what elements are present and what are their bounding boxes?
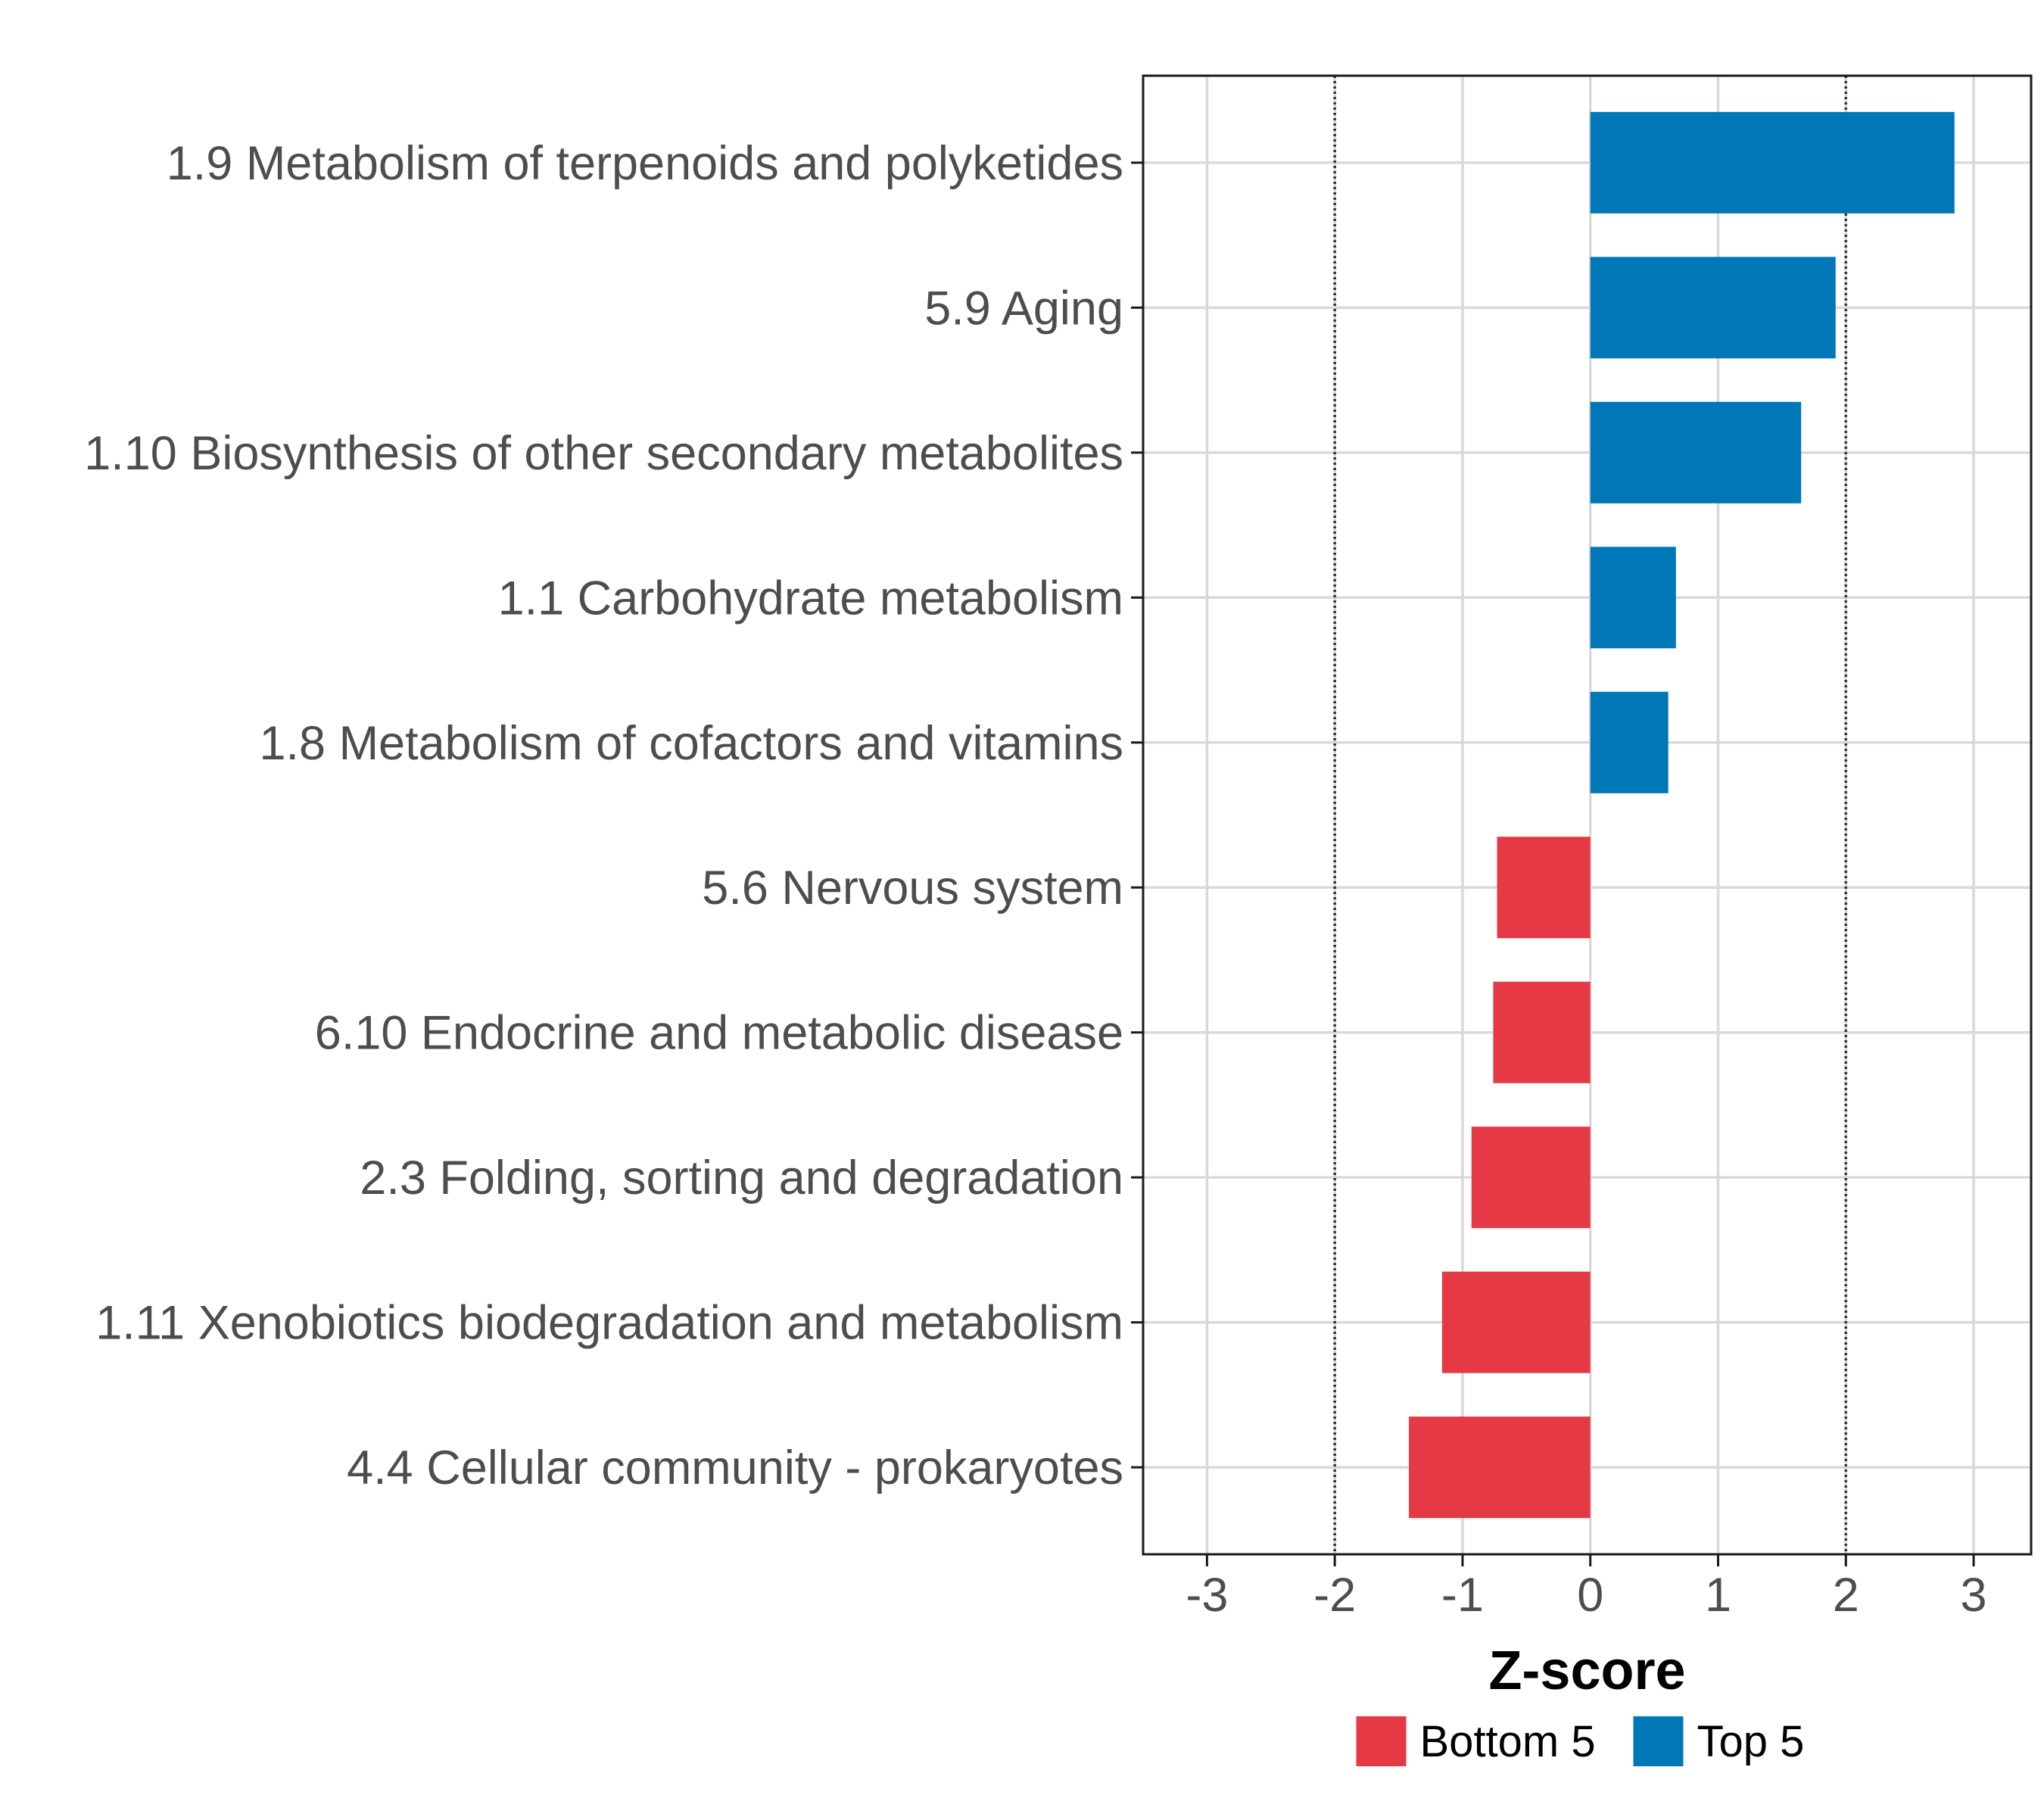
x-axis: -3 -2 -1 0 1 2 3: [1186, 1554, 1987, 1622]
x-tick-label: -3: [1186, 1569, 1228, 1622]
category-label: 5.6 Nervous system: [702, 862, 1123, 915]
bar: [1493, 981, 1591, 1083]
x-tick-label: 3: [1961, 1569, 1987, 1622]
category-label: 5.9 Aging: [924, 282, 1123, 335]
legend-key: [1633, 1716, 1684, 1766]
bar: [1471, 1127, 1591, 1229]
x-tick-label: 0: [1577, 1569, 1603, 1622]
category-label: 1.11 Xenobiotics biodegradation and meta…: [95, 1297, 1123, 1350]
category-label: 2.3 Folding, sorting and degradation: [360, 1152, 1123, 1205]
category-label: 1.10 Biosynthesis of other secondary met…: [84, 427, 1123, 480]
bar: [1590, 111, 1955, 213]
x-tick-label: -2: [1313, 1569, 1356, 1622]
bar: [1409, 1417, 1591, 1519]
legend-label: Bottom 5: [1420, 1717, 1596, 1766]
bar: [1441, 1271, 1591, 1373]
category-label: 1.1 Carbohydrate metabolism: [498, 572, 1123, 625]
bar: [1590, 547, 1676, 649]
legend-label: Top 5: [1697, 1717, 1805, 1766]
bar: [1590, 401, 1802, 503]
legend-key: [1356, 1716, 1407, 1766]
plot-panel-border: [1142, 74, 2033, 1556]
x-tick-label: -1: [1441, 1569, 1484, 1622]
x-tick-label: 2: [1833, 1569, 1859, 1622]
category-label: 6.10 Endocrine and metabolic disease: [315, 1007, 1123, 1060]
category-label: 1.8 Metabolism of cofactors and vitamins: [259, 717, 1123, 770]
x-tick-label: 1: [1705, 1569, 1731, 1622]
x-axis-title: Z-score: [1488, 1641, 1685, 1701]
category-label: 1.9 Metabolism of terpenoids and polyket…: [167, 137, 1123, 190]
y-axis: 1.9 Metabolism of terpenoids and polyket…: [84, 137, 1143, 1494]
bar: [1497, 837, 1591, 939]
bar: [1590, 257, 1836, 359]
legend: Bottom 5 Top 5: [1356, 1716, 1805, 1766]
bars: [1409, 111, 1955, 1519]
bar: [1590, 691, 1669, 793]
category-label: 4.4 Cellular community - prokaryotes: [347, 1441, 1123, 1494]
